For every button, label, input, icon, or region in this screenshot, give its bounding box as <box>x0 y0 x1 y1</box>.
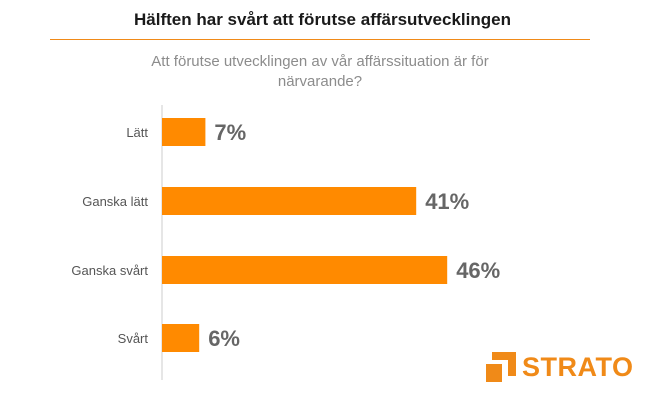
value-label: 7% <box>214 120 246 145</box>
bar <box>162 187 417 215</box>
category-label: Ganska svårt <box>71 263 148 278</box>
bar <box>162 256 448 284</box>
title-divider <box>50 39 590 40</box>
category-label: Svårt <box>118 331 149 346</box>
value-label: 41% <box>425 189 469 214</box>
chart-subtitle: Att förutse utvecklingen av vår affärssi… <box>151 53 489 90</box>
value-label: 6% <box>208 326 240 351</box>
bar <box>162 324 200 352</box>
category-label: Ganska lätt <box>82 194 148 209</box>
strato-logo-text: STRATO <box>522 352 634 382</box>
bar <box>162 118 206 146</box>
chart-title: Hälften har svårt att förutse affärsutve… <box>134 10 511 29</box>
category-label: Lätt <box>126 125 148 140</box>
value-label: 46% <box>456 258 500 283</box>
strato-logo-icon <box>486 352 516 382</box>
